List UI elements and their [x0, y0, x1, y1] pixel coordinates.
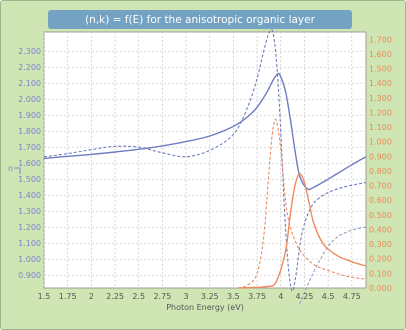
left-tick-label: 1.400 [18, 191, 41, 200]
left-tick-label: 2.200 [18, 63, 41, 72]
x-tick-label: 4.5 [322, 292, 335, 301]
x-axis-label: Photon Energy (eV) [166, 303, 244, 312]
right-tick-label: 1.700 [369, 35, 392, 44]
right-tick-label: 1.400 [369, 79, 392, 88]
series-line-4 [237, 118, 367, 289]
left-tick-label: 0.900 [18, 271, 41, 280]
right-tick-label: 0.900 [369, 152, 392, 161]
left-tick-label: 1.000 [18, 255, 41, 264]
series-line-2 [299, 226, 367, 305]
left-axis-label: n [8, 164, 13, 173]
left-tick-label: 1.200 [18, 223, 41, 232]
plot-area [43, 31, 367, 289]
x-tick-label: 2.75 [153, 292, 171, 301]
right-tick-label: 1.100 [369, 123, 392, 132]
right-tick-label: 0.600 [369, 196, 392, 205]
grid [43, 32, 366, 288]
x-tick-label: 2 [89, 292, 94, 301]
series-group [43, 28, 367, 305]
left-axis-ticks: 0.900 1.000 1.100 1.200 1.300 1.400 1.500 1.600… [18, 47, 41, 280]
right-tick-label: 1.200 [369, 108, 392, 117]
right-tick-label: 0.000 [369, 284, 392, 293]
x-tick-label: 1.5 [38, 292, 51, 301]
right-tick-label: 0.700 [369, 182, 392, 191]
series-line-1 [43, 28, 367, 292]
right-tick-label: 0.300 [369, 240, 392, 249]
title-bar [48, 10, 352, 29]
left-tick-label: 2.000 [18, 95, 41, 104]
left-tick-label: 1.900 [18, 111, 41, 120]
x-tick-label: 3.25 [201, 292, 219, 301]
x-tick-label: 3.75 [248, 292, 266, 301]
left-tick-label: 2.100 [18, 79, 41, 88]
x-axis-ticks: 1.5 1.75 2 2.25 2.5 2.75 3 3.25 3.5 3.75 4 4.25 4.5 4… [38, 292, 361, 301]
left-tick-label: 1.800 [18, 127, 41, 136]
chart-title: (n,k) = f(E) for the anisotropic organic… [85, 14, 316, 26]
left-tick-label: 1.500 [18, 175, 41, 184]
right-tick-label: 1.300 [369, 94, 392, 103]
x-tick-label: 4.75 [343, 292, 361, 301]
x-tick-label: 3.5 [227, 292, 240, 301]
x-tick-label: 4.25 [296, 292, 314, 301]
right-tick-label: 0.200 [369, 255, 392, 264]
x-tick-label: 2.25 [106, 292, 124, 301]
x-tick-label: 3 [184, 292, 189, 301]
right-tick-label: 0.800 [369, 167, 392, 176]
right-tick-label: 1.600 [369, 50, 392, 59]
n-axis-marker-icon [14, 167, 21, 174]
right-axis-ticks: 0.000 0.100 0.200 0.300 0.400 0.500 0.600 0.700… [369, 35, 392, 293]
series-line-0 [43, 72, 367, 191]
left-tick-label: 1.700 [18, 143, 41, 152]
x-tick-label: 2.5 [132, 292, 145, 301]
right-tick-label: 1.500 [369, 65, 392, 74]
series-line-3 [238, 173, 367, 289]
left-tick-label: 1.100 [18, 239, 41, 248]
right-tick-label: 1.000 [369, 138, 392, 147]
left-tick-label: 1.600 [18, 159, 41, 168]
right-tick-label: 0.100 [369, 269, 392, 278]
left-tick-label: 2.300 [18, 47, 41, 56]
left-tick-label: 1.300 [18, 207, 41, 216]
right-tick-label: 0.500 [369, 211, 392, 220]
x-tick-label: 1.75 [59, 292, 77, 301]
right-tick-label: 0.400 [369, 225, 392, 234]
x-tick-label: 4 [278, 292, 283, 301]
